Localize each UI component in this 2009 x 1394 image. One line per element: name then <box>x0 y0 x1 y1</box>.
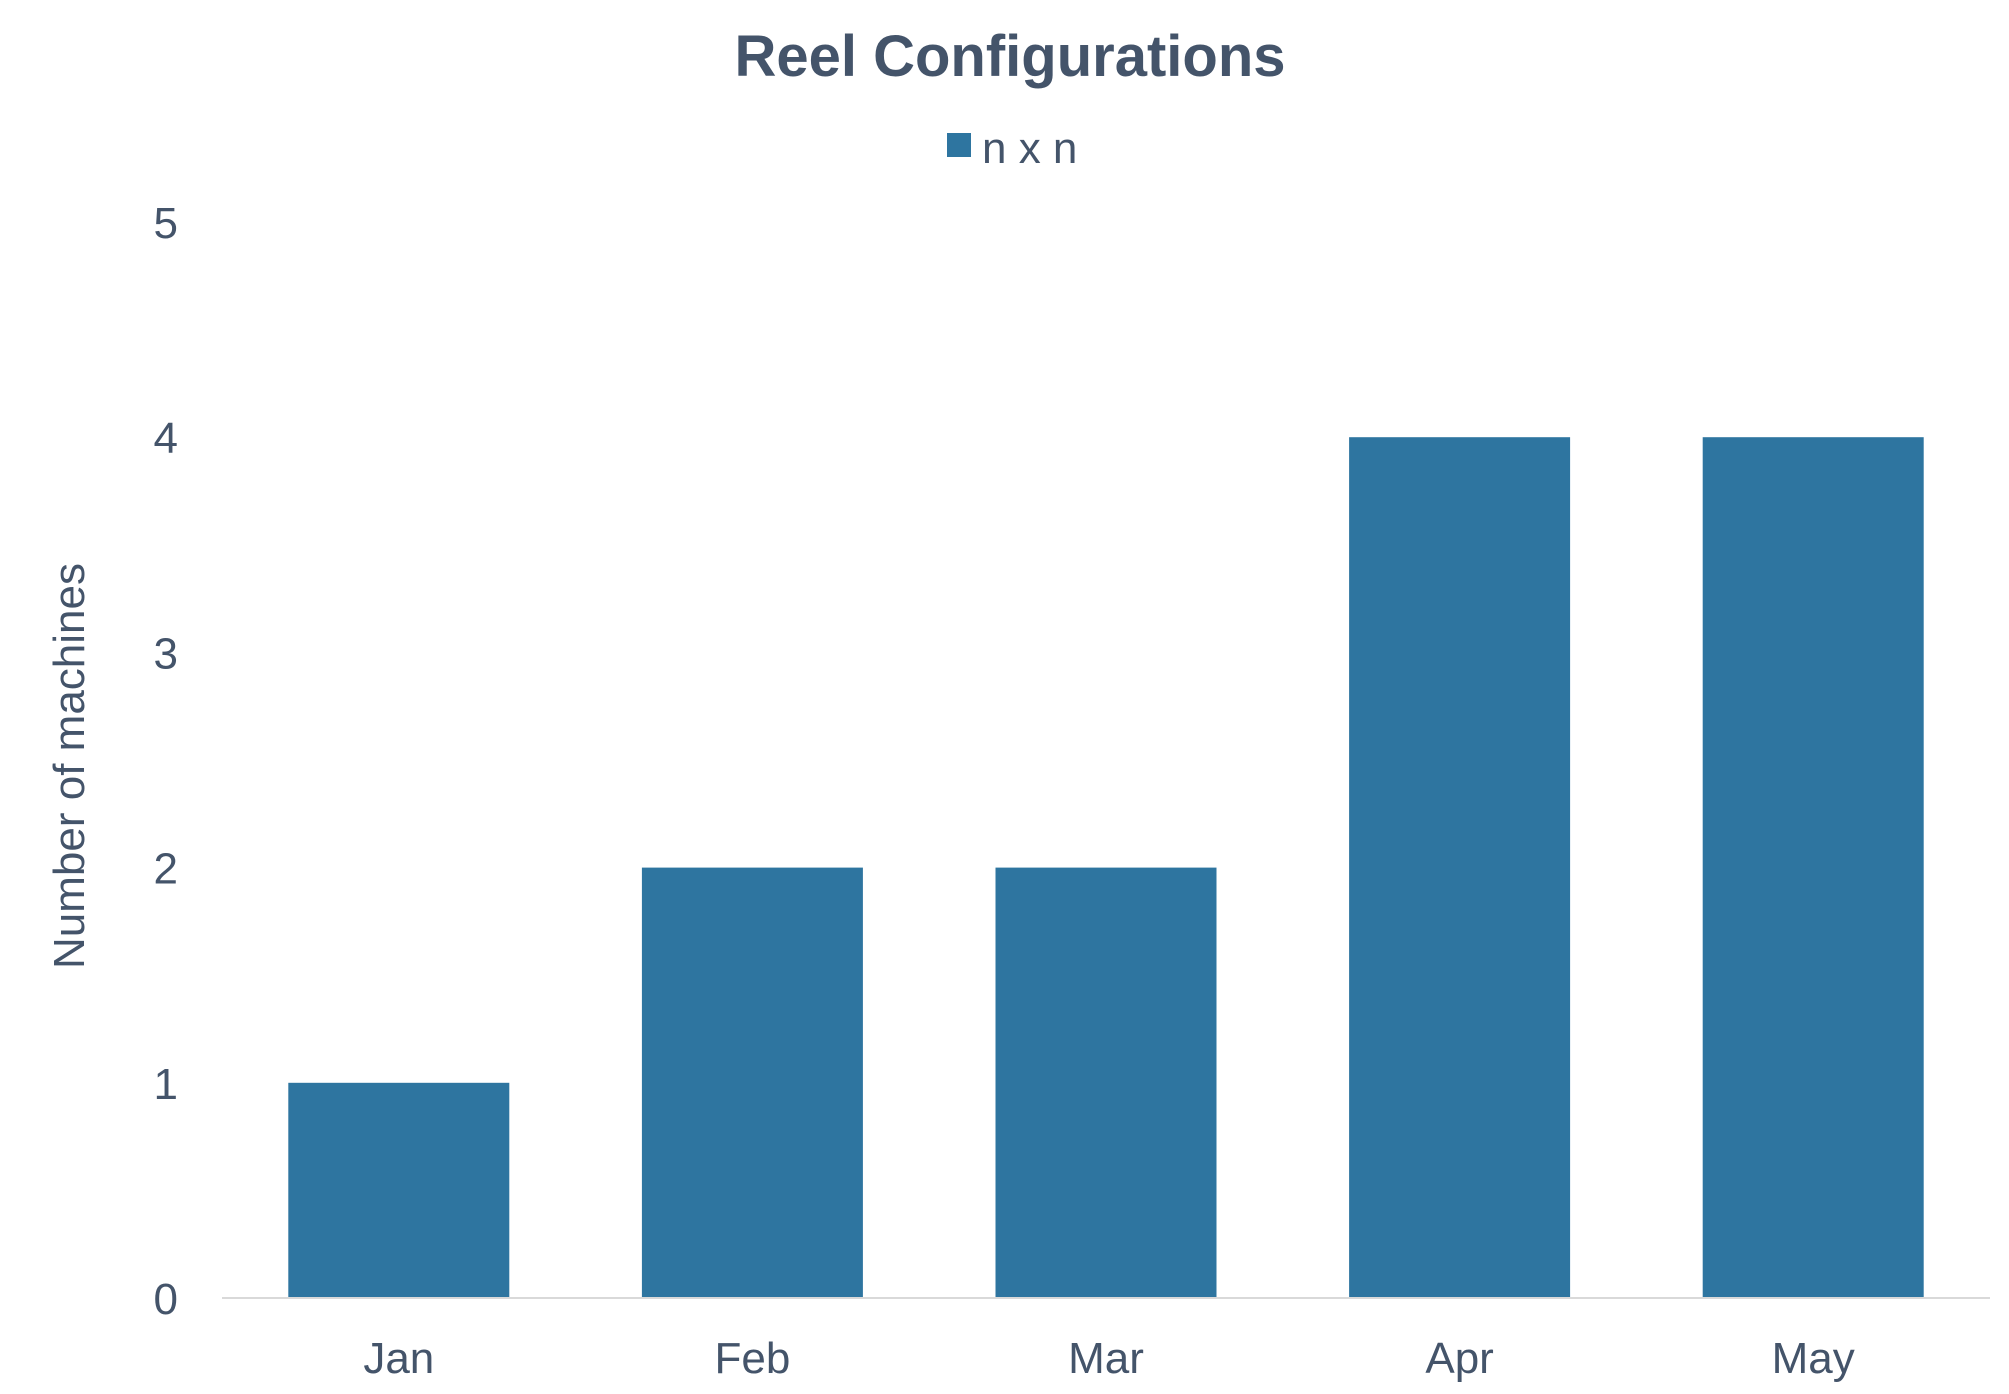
bar-mar <box>995 867 1217 1298</box>
legend-label: n x n <box>982 124 1077 173</box>
x-tick-label-jan: Jan <box>363 1334 434 1383</box>
legend-swatch <box>947 133 971 157</box>
bar-jan <box>288 1082 510 1298</box>
x-tick-label-may: May <box>1772 1334 1855 1383</box>
x-tick-label-apr: Apr <box>1425 1334 1493 1383</box>
y-tick-label: 3 <box>154 629 178 678</box>
legend: n x n <box>947 124 1077 173</box>
y-axis-ticks: 0 1 2 3 4 5 <box>154 199 178 1324</box>
y-tick-label: 5 <box>154 199 178 248</box>
y-tick-label: 0 <box>154 1275 178 1324</box>
x-tick-label-feb: Feb <box>714 1334 790 1383</box>
bar-feb <box>641 867 863 1298</box>
y-axis-title: Number of machines <box>45 563 94 969</box>
x-tick-label-mar: Mar <box>1068 1334 1144 1383</box>
bars <box>288 437 1924 1298</box>
bar-may <box>1702 437 1924 1298</box>
y-tick-label: 2 <box>154 845 178 894</box>
bar-apr <box>1349 437 1571 1298</box>
x-axis-labels: Jan Feb Mar Apr May <box>363 1334 1854 1383</box>
y-tick-label: 4 <box>154 414 178 463</box>
chart-title: Reel Configurations <box>734 24 1285 89</box>
y-tick-label: 1 <box>154 1060 178 1109</box>
